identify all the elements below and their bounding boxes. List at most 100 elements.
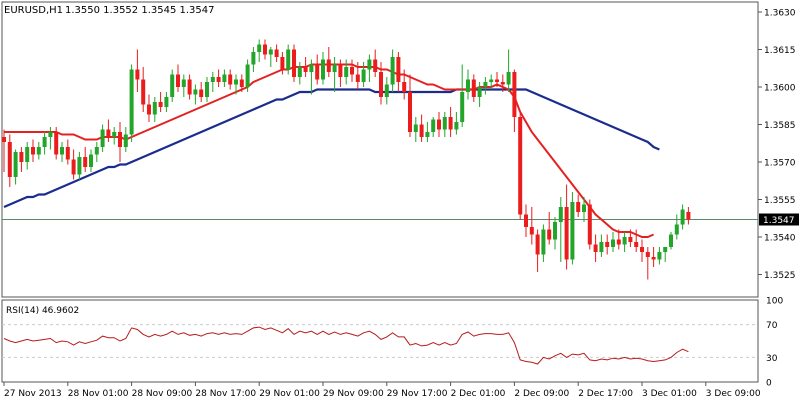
candle-body[interactable]	[425, 132, 430, 137]
candle-body[interactable]	[437, 119, 441, 130]
candle-body[interactable]	[413, 124, 418, 133]
candle-body[interactable]	[141, 79, 146, 105]
candle-body[interactable]	[524, 214, 528, 228]
candle-body[interactable]	[54, 132, 59, 155]
candle-body[interactable]	[112, 132, 117, 137]
candle-body[interactable]	[645, 252, 650, 257]
candle-body[interactable]	[181, 79, 186, 88]
candle-body[interactable]	[500, 82, 505, 85]
candle-body[interactable]	[477, 87, 482, 97]
candle-body[interactable]	[147, 104, 151, 115]
candle-body[interactable]	[454, 122, 459, 130]
candle-body[interactable]	[239, 79, 244, 88]
candle-body[interactable]	[361, 69, 366, 83]
candle-body[interactable]	[599, 242, 604, 252]
candle-body[interactable]	[686, 212, 691, 220]
candle-body[interactable]	[83, 157, 88, 167]
candle-body[interactable]	[187, 79, 192, 95]
candle-body[interactable]	[205, 82, 209, 97]
candle-body[interactable]	[315, 64, 320, 80]
candle-body[interactable]	[408, 92, 412, 132]
candle-body[interactable]	[640, 247, 644, 252]
candle-body[interactable]	[216, 77, 221, 82]
candle-body[interactable]	[582, 204, 586, 213]
candle-body[interactable]	[326, 59, 331, 73]
candle-body[interactable]	[669, 234, 673, 248]
candle-body[interactable]	[118, 132, 122, 147]
candle-body[interactable]	[65, 147, 70, 160]
candle-body[interactable]	[176, 74, 180, 88]
candle-body[interactable]	[373, 59, 378, 73]
candle-body[interactable]	[13, 152, 18, 177]
candle-body[interactable]	[663, 247, 668, 252]
candle-body[interactable]	[535, 234, 540, 255]
candle-body[interactable]	[251, 52, 256, 65]
candle-body[interactable]	[7, 142, 12, 177]
candle-body[interactable]	[570, 202, 575, 260]
candle-body[interactable]	[558, 207, 563, 222]
candle-body[interactable]	[674, 224, 679, 235]
candle-body[interactable]	[135, 69, 140, 80]
candle-body[interactable]	[152, 102, 157, 115]
candle-body[interactable]	[419, 124, 424, 138]
candle-body[interactable]	[94, 147, 99, 155]
candle-body[interactable]	[338, 64, 343, 78]
candle-body[interactable]	[680, 209, 685, 225]
candle-body[interactable]	[466, 79, 470, 93]
candle-body[interactable]	[31, 147, 35, 155]
candle-body[interactable]	[89, 154, 93, 168]
candlestick-series[interactable]	[2, 39, 691, 280]
candle-body[interactable]	[593, 244, 598, 253]
candle-body[interactable]	[350, 67, 354, 75]
candle-body[interactable]	[297, 67, 302, 77]
candle-body[interactable]	[19, 152, 24, 162]
candle-body[interactable]	[634, 242, 639, 247]
candle-body[interactable]	[512, 72, 517, 117]
candle-body[interactable]	[489, 79, 494, 83]
candle-body[interactable]	[303, 67, 308, 72]
candle-body[interactable]	[442, 117, 447, 130]
candle-body[interactable]	[170, 74, 175, 98]
candle-body[interactable]	[193, 89, 198, 95]
candle-body[interactable]	[576, 202, 581, 212]
candle-body[interactable]	[199, 89, 204, 98]
candle-body[interactable]	[506, 72, 511, 85]
candle-body[interactable]	[483, 82, 488, 87]
candle-body[interactable]	[657, 252, 662, 260]
candle-body[interactable]	[384, 84, 389, 98]
candle-body[interactable]	[292, 49, 296, 78]
candle-body[interactable]	[42, 137, 47, 147]
candle-body[interactable]	[274, 49, 279, 58]
candle-body[interactable]	[651, 257, 656, 260]
candle-body[interactable]	[402, 82, 407, 92]
candle-body[interactable]	[268, 49, 273, 55]
candle-body[interactable]	[48, 132, 53, 137]
candle-body[interactable]	[611, 239, 615, 248]
candle-body[interactable]	[309, 64, 314, 73]
candle-body[interactable]	[355, 74, 360, 83]
candle-body[interactable]	[25, 147, 30, 162]
candle-body[interactable]	[553, 222, 557, 240]
candle-body[interactable]	[280, 57, 285, 70]
candle-body[interactable]	[529, 227, 534, 235]
candle-body[interactable]	[332, 64, 337, 73]
candle-body[interactable]	[245, 64, 250, 88]
candle-body[interactable]	[286, 49, 291, 70]
candle-body[interactable]	[234, 79, 238, 85]
candle-body[interactable]	[129, 69, 134, 135]
candle-body[interactable]	[518, 117, 523, 215]
candle-body[interactable]	[100, 129, 105, 148]
candle-body[interactable]	[228, 74, 233, 85]
candle-body[interactable]	[123, 134, 128, 148]
candle-body[interactable]	[460, 92, 465, 122]
candle-body[interactable]	[158, 102, 163, 107]
candle-body[interactable]	[2, 137, 6, 142]
candle-body[interactable]	[106, 129, 111, 138]
candle-body[interactable]	[379, 72, 383, 97]
candle-body[interactable]	[628, 237, 633, 242]
candle-body[interactable]	[471, 79, 476, 98]
candle-body[interactable]	[605, 242, 610, 247]
candle-body[interactable]	[431, 119, 436, 133]
candle-body[interactable]	[321, 59, 325, 80]
candle-body[interactable]	[564, 207, 569, 260]
